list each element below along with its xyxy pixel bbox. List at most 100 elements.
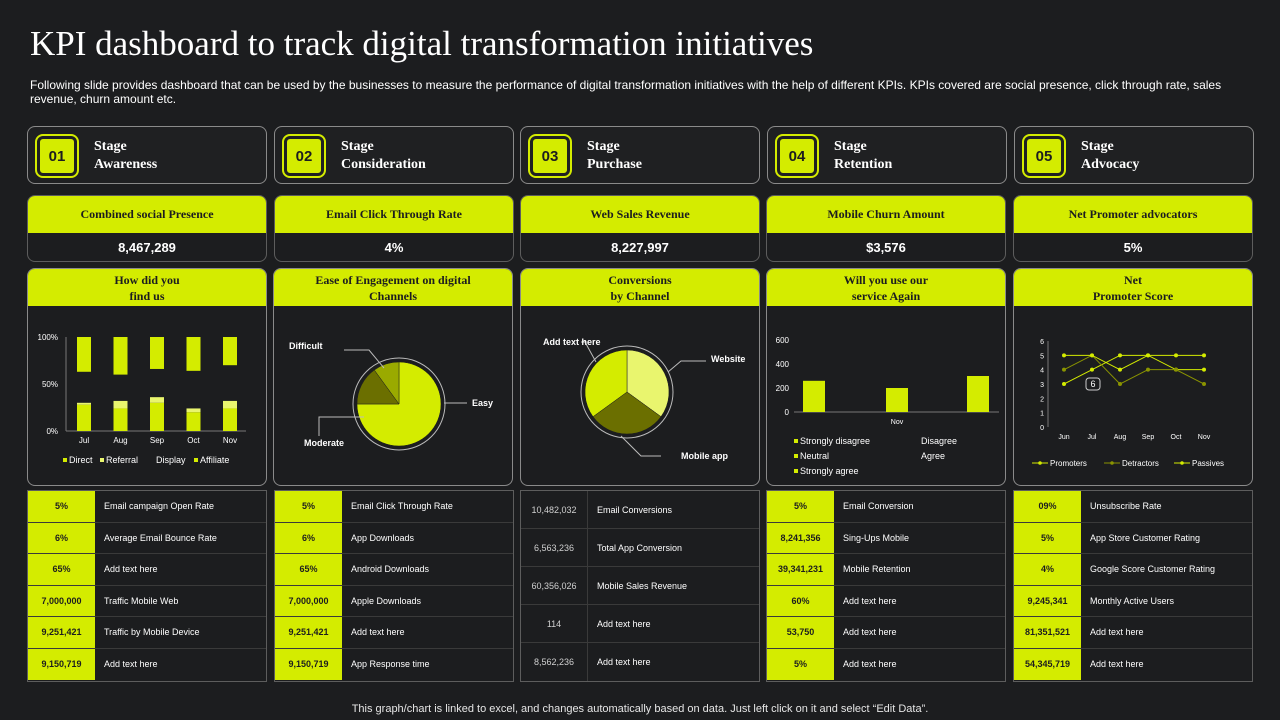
legend-label: Direct <box>69 455 93 465</box>
point-passives <box>1146 353 1150 358</box>
kpi-label: Web Sales Revenue <box>521 196 759 233</box>
legend-swatch <box>794 469 798 473</box>
metrics-table-awareness: 5% Email campaign Open Rate 6% Average Emai… <box>27 490 267 682</box>
bar-0 <box>803 380 825 412</box>
metric-label: Total App Conversion <box>588 529 759 566</box>
kpi-value: 8,227,997 <box>611 240 669 255</box>
legend-marker <box>1110 461 1114 465</box>
leader-line <box>318 416 364 436</box>
kpi-card-net-promoter: Net Promoter advocators 5% <box>1013 195 1253 262</box>
bar-referral <box>77 402 91 405</box>
stage-number: 03 <box>528 134 572 178</box>
kpi-label: Combined social Presence <box>28 196 266 233</box>
y-tick-label: 4 <box>1040 368 1044 375</box>
table-row: 8,241,356 Sing-Ups Mobile <box>767 522 1005 554</box>
table-row: 53,750 Add text here <box>767 617 1005 649</box>
bar-2 <box>886 388 908 412</box>
metric-value: 9,150,719 <box>275 648 342 680</box>
legend-swatch <box>915 454 919 458</box>
metric-value: 65% <box>275 554 342 585</box>
legend-swatch <box>63 458 67 462</box>
legend-marker <box>1180 461 1184 465</box>
x-tick-label: Aug <box>1114 434 1127 441</box>
x-tick-label: Sep <box>150 436 165 445</box>
x-tick-label: Oct <box>187 436 200 445</box>
leader-line <box>620 435 661 457</box>
legend-label: Strongly disagree <box>800 436 870 446</box>
stage-card-awareness[interactable]: 01 Stage Awareness <box>27 126 267 184</box>
y-tick-label: 0 <box>1040 425 1044 432</box>
point-promoters <box>1062 382 1066 386</box>
kpi-card-click-through-rate: Email Click Through Rate 4% <box>274 195 514 262</box>
table-row: 65% Android Downloads <box>275 554 513 586</box>
stage-label: Stage Awareness <box>94 139 158 172</box>
y-tick-label: 400 <box>776 360 790 369</box>
stage-card-advocacy[interactable]: 05 Stage Advocacy <box>1014 126 1254 184</box>
stacked-bar-chart[interactable]: 0% 50% 100% Jul Aug Sep Oct Nov Direct Referral Di… <box>28 306 267 486</box>
stage-label: Stage Consideration <box>341 139 426 172</box>
pie-chart-engagement[interactable]: Easy Moderate Difficult <box>274 306 513 486</box>
x-tick-label: Oct <box>1171 434 1182 441</box>
line-detractors <box>1063 354 1205 385</box>
table-row: 65% Add text here <box>28 554 266 586</box>
metric-label: Add text here <box>834 617 1005 648</box>
pie-slice-difficult <box>373 361 400 405</box>
x-tick-label: Nov <box>223 436 237 445</box>
bar-direct <box>186 412 201 431</box>
table-row: 9,245,341 Monthly Active Users <box>1014 585 1252 617</box>
metric-label: Email Conversion <box>834 491 1005 522</box>
x-tick-label: Sep <box>1142 434 1155 441</box>
pie-label-easy: Easy <box>472 398 493 408</box>
metric-label: Add text here <box>342 617 513 648</box>
stage-label: Stage Advocacy <box>1081 139 1140 172</box>
table-row: 9,150,719 Add text here <box>28 648 266 680</box>
y-tick-label: 600 <box>776 336 790 345</box>
stage-card-consideration[interactable]: 02 Stage Consideration <box>274 126 514 184</box>
point-passives <box>1062 353 1066 358</box>
legend-label: Referral <box>106 455 138 465</box>
table-row: 60% Add text here <box>767 585 1005 617</box>
kpi-card-social-presence: Combined social Presence 8,467,289 <box>27 195 267 262</box>
kpi-label: Email Click Through Rate <box>275 196 513 233</box>
point-detractors <box>1174 367 1178 372</box>
pie-label-difficult: Difficult <box>289 341 323 351</box>
pie-slice-website <box>626 349 670 418</box>
bar-chart-service-again[interactable]: 0 200 400 600 Nov Strongly disagree Disagree Ne… <box>767 306 1006 486</box>
metrics-table-purchase: 10,482,032 Email Conversions 6,563,236 Tota… <box>520 490 760 682</box>
stage-label: Stage Purchase <box>587 139 642 172</box>
legend-swatch <box>915 439 919 443</box>
y-tick-label: 200 <box>776 384 790 393</box>
metric-label: Email Click Through Rate <box>342 491 513 522</box>
pie-chart-conversions[interactable]: Website Mobile app Add text here <box>521 306 760 486</box>
line-chart-nps[interactable]: 0 1 2 3 4 5 6 Jun Jul Aug Sep Oct Nov 6 Promoters Detra… <box>1014 306 1253 486</box>
table-row: 5% Add text here <box>767 648 1005 680</box>
bar-affiliate <box>223 337 237 366</box>
panel-use-service-again: Will you use our service Again 0 200 400 600… <box>766 268 1006 486</box>
table-row: 09% Unsubscribe Rate <box>1014 491 1252 523</box>
legend-label: Agree <box>921 451 945 461</box>
stage-number: 04 <box>775 134 819 178</box>
kpi-value: $3,576 <box>866 240 906 255</box>
metric-label: Add text here <box>588 643 759 681</box>
metric-value: 5% <box>767 648 834 680</box>
table-row: 8,562,236 Add text here <box>521 643 759 681</box>
legend-label: Neutral <box>800 451 829 461</box>
metric-value: 9,251,421 <box>275 617 342 648</box>
table-row: 4% Google Score Customer Rating <box>1014 554 1252 586</box>
stage-card-purchase[interactable]: 03 Stage Purchase <box>520 126 760 184</box>
kpi-value: 4% <box>384 240 404 255</box>
legend-swatch <box>194 458 198 462</box>
stage-card-retention[interactable]: 04 Stage Retention <box>767 126 1007 184</box>
page-title: KPI dashboard to track digital transform… <box>30 24 814 63</box>
table-row: 114 Add text here <box>521 605 759 643</box>
point-promoters <box>1090 367 1094 372</box>
metric-value: 10,482,032 <box>521 491 588 528</box>
stage-number: 02 <box>282 134 326 178</box>
point-promoters <box>1202 367 1206 372</box>
kpi-label: Mobile Churn Amount <box>767 196 1005 233</box>
metric-value: 54,345,719 <box>1014 648 1081 680</box>
legend-label: Affiliate <box>200 455 229 465</box>
metric-value: 7,000,000 <box>275 585 342 616</box>
metric-label: App Response time <box>342 648 513 680</box>
page-subtitle: Following slide provides dashboard that … <box>30 78 1222 106</box>
